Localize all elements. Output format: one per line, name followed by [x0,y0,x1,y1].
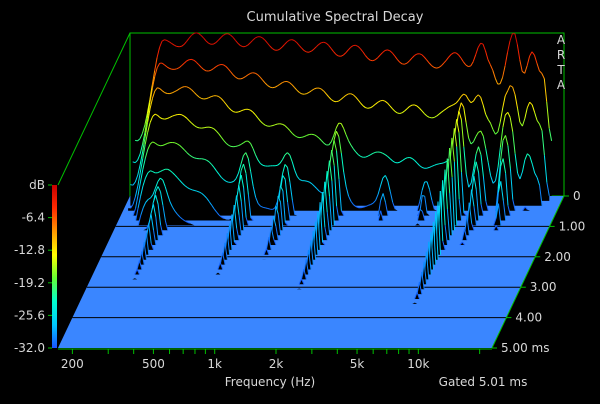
decay-slice-segment [334,101,336,102]
brand-letter: A [557,78,566,92]
decay-slice-segment [275,165,278,166]
x-tick-label: 10k [407,357,429,371]
y-tick-label: -12.8 [14,243,45,257]
decay-slice-segment [385,50,388,51]
x-tick-label: 2k [269,357,284,371]
time-tick-label: 2.00 [544,250,571,264]
decay-slice-segment [321,42,323,43]
decay-slice-segment [135,140,137,141]
left-depth-edge [58,33,130,185]
brand-letter: R [557,48,565,62]
gate-info: Gated 5.01 ms [439,375,528,389]
decay-slice-segment [253,73,256,74]
decay-slice-segment [434,67,437,68]
decay-slice-segment [263,165,265,166]
decay-slice-segment [270,87,272,88]
y-tick-label: -6.4 [22,211,45,225]
floor-panel [58,196,564,348]
decay-slice-segment [194,33,196,34]
decay-slice-segment [336,101,339,102]
decay-slice-segment [165,119,168,120]
decay-slice-segment [179,46,181,47]
decay-slice-segment [304,94,306,95]
decay-slice-segment [236,146,239,147]
decay-slice-segment [280,124,282,125]
decay-slice-segment [289,40,292,41]
decay-slice-segment [265,208,268,209]
time-tick-label: 1.00 [559,219,586,233]
decay-slice-segment [175,115,178,116]
decay-slice-segment [312,134,315,135]
y-tick-label: -25.6 [14,308,45,322]
x-tick-label: 200 [61,357,84,371]
decay-slice-segment [368,108,370,109]
decay-slice-segment [219,65,222,66]
time-tick-label: 4.00 [515,311,542,325]
y-tick-label: -19.2 [14,276,45,290]
chart-title: Cumulative Spectral Decay [247,10,424,25]
decay-slice-segment [442,163,445,164]
brand-letter: A [557,33,566,47]
x-tick-label: 500 [142,357,165,371]
time-tick-label: 5.00 ms [501,341,549,355]
x-tick-label: 5k [350,357,365,371]
decay-slice-segment [202,99,204,100]
x-tick-label: 1k [207,357,222,371]
colorbar [52,185,57,348]
decay-slice-segment [209,127,211,128]
decay-slice-segment [250,73,252,74]
decay-slice-segment [361,207,363,208]
decay-slice-segment [192,190,194,191]
decay-slice-segment [270,126,272,127]
decay-slice-segment [194,158,196,159]
decay-slice-segment [429,117,432,118]
decay-slice-segment [422,196,424,197]
decay-slice-segment [180,114,183,115]
decay-slice-segment [397,113,399,114]
decay-slice-segment [380,100,383,101]
decay-slice-segment [268,209,270,210]
decay-slice-segment [468,66,471,67]
y-tick-label: dB [29,178,45,192]
decay-slice-segment [263,207,265,208]
decay-slice-segment [174,69,176,70]
decay-slice-segment [233,112,236,113]
decay-slice-segment [366,108,369,109]
x-axis-label: Frequency (Hz) [225,375,316,389]
y-tick-label: -32.0 [14,341,45,355]
decay-slice-segment [170,93,173,94]
floor-plane [58,196,564,348]
decay-slice-segment [437,164,440,165]
decay-slice-segment [195,191,198,192]
time-tick-label: 3.00 [530,280,557,294]
decay-slice-segment [297,137,300,138]
time-tick-label: 0 [573,189,581,203]
brand-letter: T [556,63,565,77]
decay-slice-segment [437,68,439,69]
